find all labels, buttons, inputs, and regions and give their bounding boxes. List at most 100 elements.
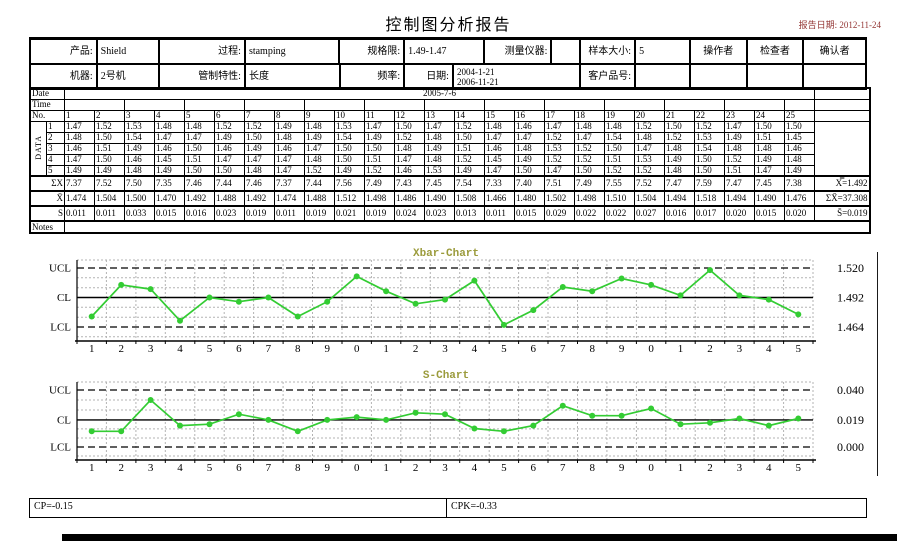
s-chart: 1 2 3 4 5 6 7 8 9 0 1 2 3 4 5 6 7 8 9 0 1 2 3 4 5 UCL CL LCL 0.040 0.… — [0, 368, 897, 483]
s-cell: 0.024 — [394, 205, 425, 222]
xbar-cell: 1.486 — [394, 190, 425, 207]
measurement-cell: 1.50 — [664, 120, 695, 133]
report-date: 报告日期: 2012-11-24 — [799, 18, 881, 31]
sum-cell: 7.37 — [64, 175, 95, 192]
measurement-row-number: 5 — [46, 164, 65, 177]
x-tick-label: 4 — [766, 462, 772, 474]
xbar-cell: 1.494 — [664, 190, 695, 207]
limit-value: 1.464 — [837, 320, 864, 334]
measurement-cell: 1.51 — [454, 142, 485, 155]
measurement-cell: 1.53 — [124, 120, 155, 133]
x-tick-label: 2 — [118, 462, 124, 474]
xbar-cell: 1.518 — [694, 190, 725, 207]
xbar-cell: 1.498 — [364, 190, 395, 207]
measurement-cell: 1.48 — [154, 120, 185, 133]
data-point — [530, 307, 537, 314]
data-point — [88, 313, 95, 320]
data-point — [118, 428, 125, 435]
x-tick-label: 6 — [236, 462, 242, 474]
measurement-cell: 1.52 — [604, 164, 635, 177]
measurement-cell: 1.52 — [244, 120, 275, 133]
measurement-cell: 1.47 — [244, 153, 275, 166]
right-frame-line — [877, 252, 878, 476]
x-tick-label: 4 — [472, 462, 478, 474]
data-point — [618, 412, 625, 419]
measurement-cell: 1.49 — [94, 164, 125, 177]
xbar-cell: 1.474 — [64, 190, 95, 207]
measurement-cell: 1.50 — [754, 120, 785, 133]
measurement-cell: 1.46 — [124, 153, 155, 166]
x-tick-label: 0 — [648, 462, 654, 474]
measurement-cell: 1.49 — [274, 120, 305, 133]
data-point — [677, 292, 684, 299]
s-bar-value: S̄=0.019 — [814, 205, 870, 222]
time-cell — [604, 98, 665, 111]
sum-cell: 7.56 — [334, 175, 365, 192]
cp-value: CP=-0.15 — [30, 499, 447, 517]
sum-cell: 7.44 — [214, 175, 245, 192]
subgroup-number: 7 — [244, 109, 275, 122]
info-row: 机器: 2号机 管制特性: 长度 频率: 日期: 2004-1-21 2006-11-21 客… — [31, 65, 865, 88]
report-date-label: 报告日期: — [798, 20, 838, 30]
xbar-cell: 1.488 — [214, 190, 245, 207]
no-row-label: No. — [29, 109, 65, 122]
s-cell: 0.033 — [124, 205, 155, 222]
measurement-cell: 1.52 — [304, 164, 335, 177]
subgroup-number: 20 — [634, 109, 665, 122]
data-point — [648, 281, 655, 288]
x-tick-label: 0 — [354, 462, 360, 474]
measurement-cell: 1.54 — [604, 131, 635, 144]
s-cell: 0.016 — [184, 205, 215, 222]
x-tick-label: 3 — [737, 462, 743, 474]
sum-cell: 7.52 — [94, 175, 125, 192]
time-row-label: Time — [29, 98, 65, 111]
subgroup-number: 10 — [334, 109, 365, 122]
x-tick-label: 9 — [619, 343, 625, 355]
data-point — [500, 428, 507, 435]
measurement-cell: 1.47 — [634, 142, 665, 155]
limit-label: LCL — [50, 322, 71, 334]
x-tick-label: 2 — [707, 462, 713, 474]
subgroup-number: 5 — [184, 109, 215, 122]
x-tick-label: 7 — [560, 343, 566, 355]
measurement-cell: 1.51 — [604, 153, 635, 166]
s-cell: 0.029 — [544, 205, 575, 222]
measurement-cell: 1.48 — [64, 131, 95, 144]
blank-cell — [814, 120, 870, 177]
info-value-cell: 1.49-1.47 — [405, 40, 485, 63]
time-cell — [304, 98, 365, 111]
measurement-cell: 1.49 — [514, 153, 545, 166]
s-cell: 0.015 — [754, 205, 785, 222]
x-tick-label: 8 — [295, 462, 301, 474]
measurement-cell: 1.48 — [124, 164, 155, 177]
data-point — [294, 428, 301, 435]
measurement-cell: 1.48 — [424, 153, 455, 166]
measurement-cell: 1.51 — [364, 153, 395, 166]
data-point — [707, 267, 713, 274]
subgroup-number: 12 — [394, 109, 425, 122]
sum-cell: 7.50 — [124, 175, 155, 192]
data-point — [383, 416, 390, 423]
measurement-cell: 1.49 — [424, 142, 455, 155]
measurement-cell: 1.46 — [64, 142, 95, 155]
subgroup-number: 2 — [94, 109, 125, 122]
sum-cell: 7.45 — [424, 175, 455, 192]
measurement-cell: 1.48 — [184, 120, 215, 133]
measurement-cell: 1.50 — [94, 153, 125, 166]
xbar-cell: 1.480 — [514, 190, 545, 207]
xbar-cell: 1.504 — [634, 190, 665, 207]
measurement-cell: 1.49 — [304, 131, 335, 144]
data-point — [765, 422, 772, 429]
info-label-cell: 样本大小: — [581, 40, 637, 63]
s-cell: 0.015 — [514, 205, 545, 222]
measurement-cell: 1.46 — [484, 142, 515, 155]
measurement-cell: 1.48 — [604, 120, 635, 133]
data-point — [736, 415, 743, 422]
sum-cell: 7.38 — [784, 175, 815, 192]
measurement-cell: 1.54 — [334, 131, 365, 144]
measurement-cell: 1.50 — [364, 142, 395, 155]
measurement-cell: 1.50 — [214, 164, 245, 177]
data-point — [412, 300, 419, 307]
data-point — [795, 415, 802, 422]
measurement-cell: 1.53 — [544, 142, 575, 155]
